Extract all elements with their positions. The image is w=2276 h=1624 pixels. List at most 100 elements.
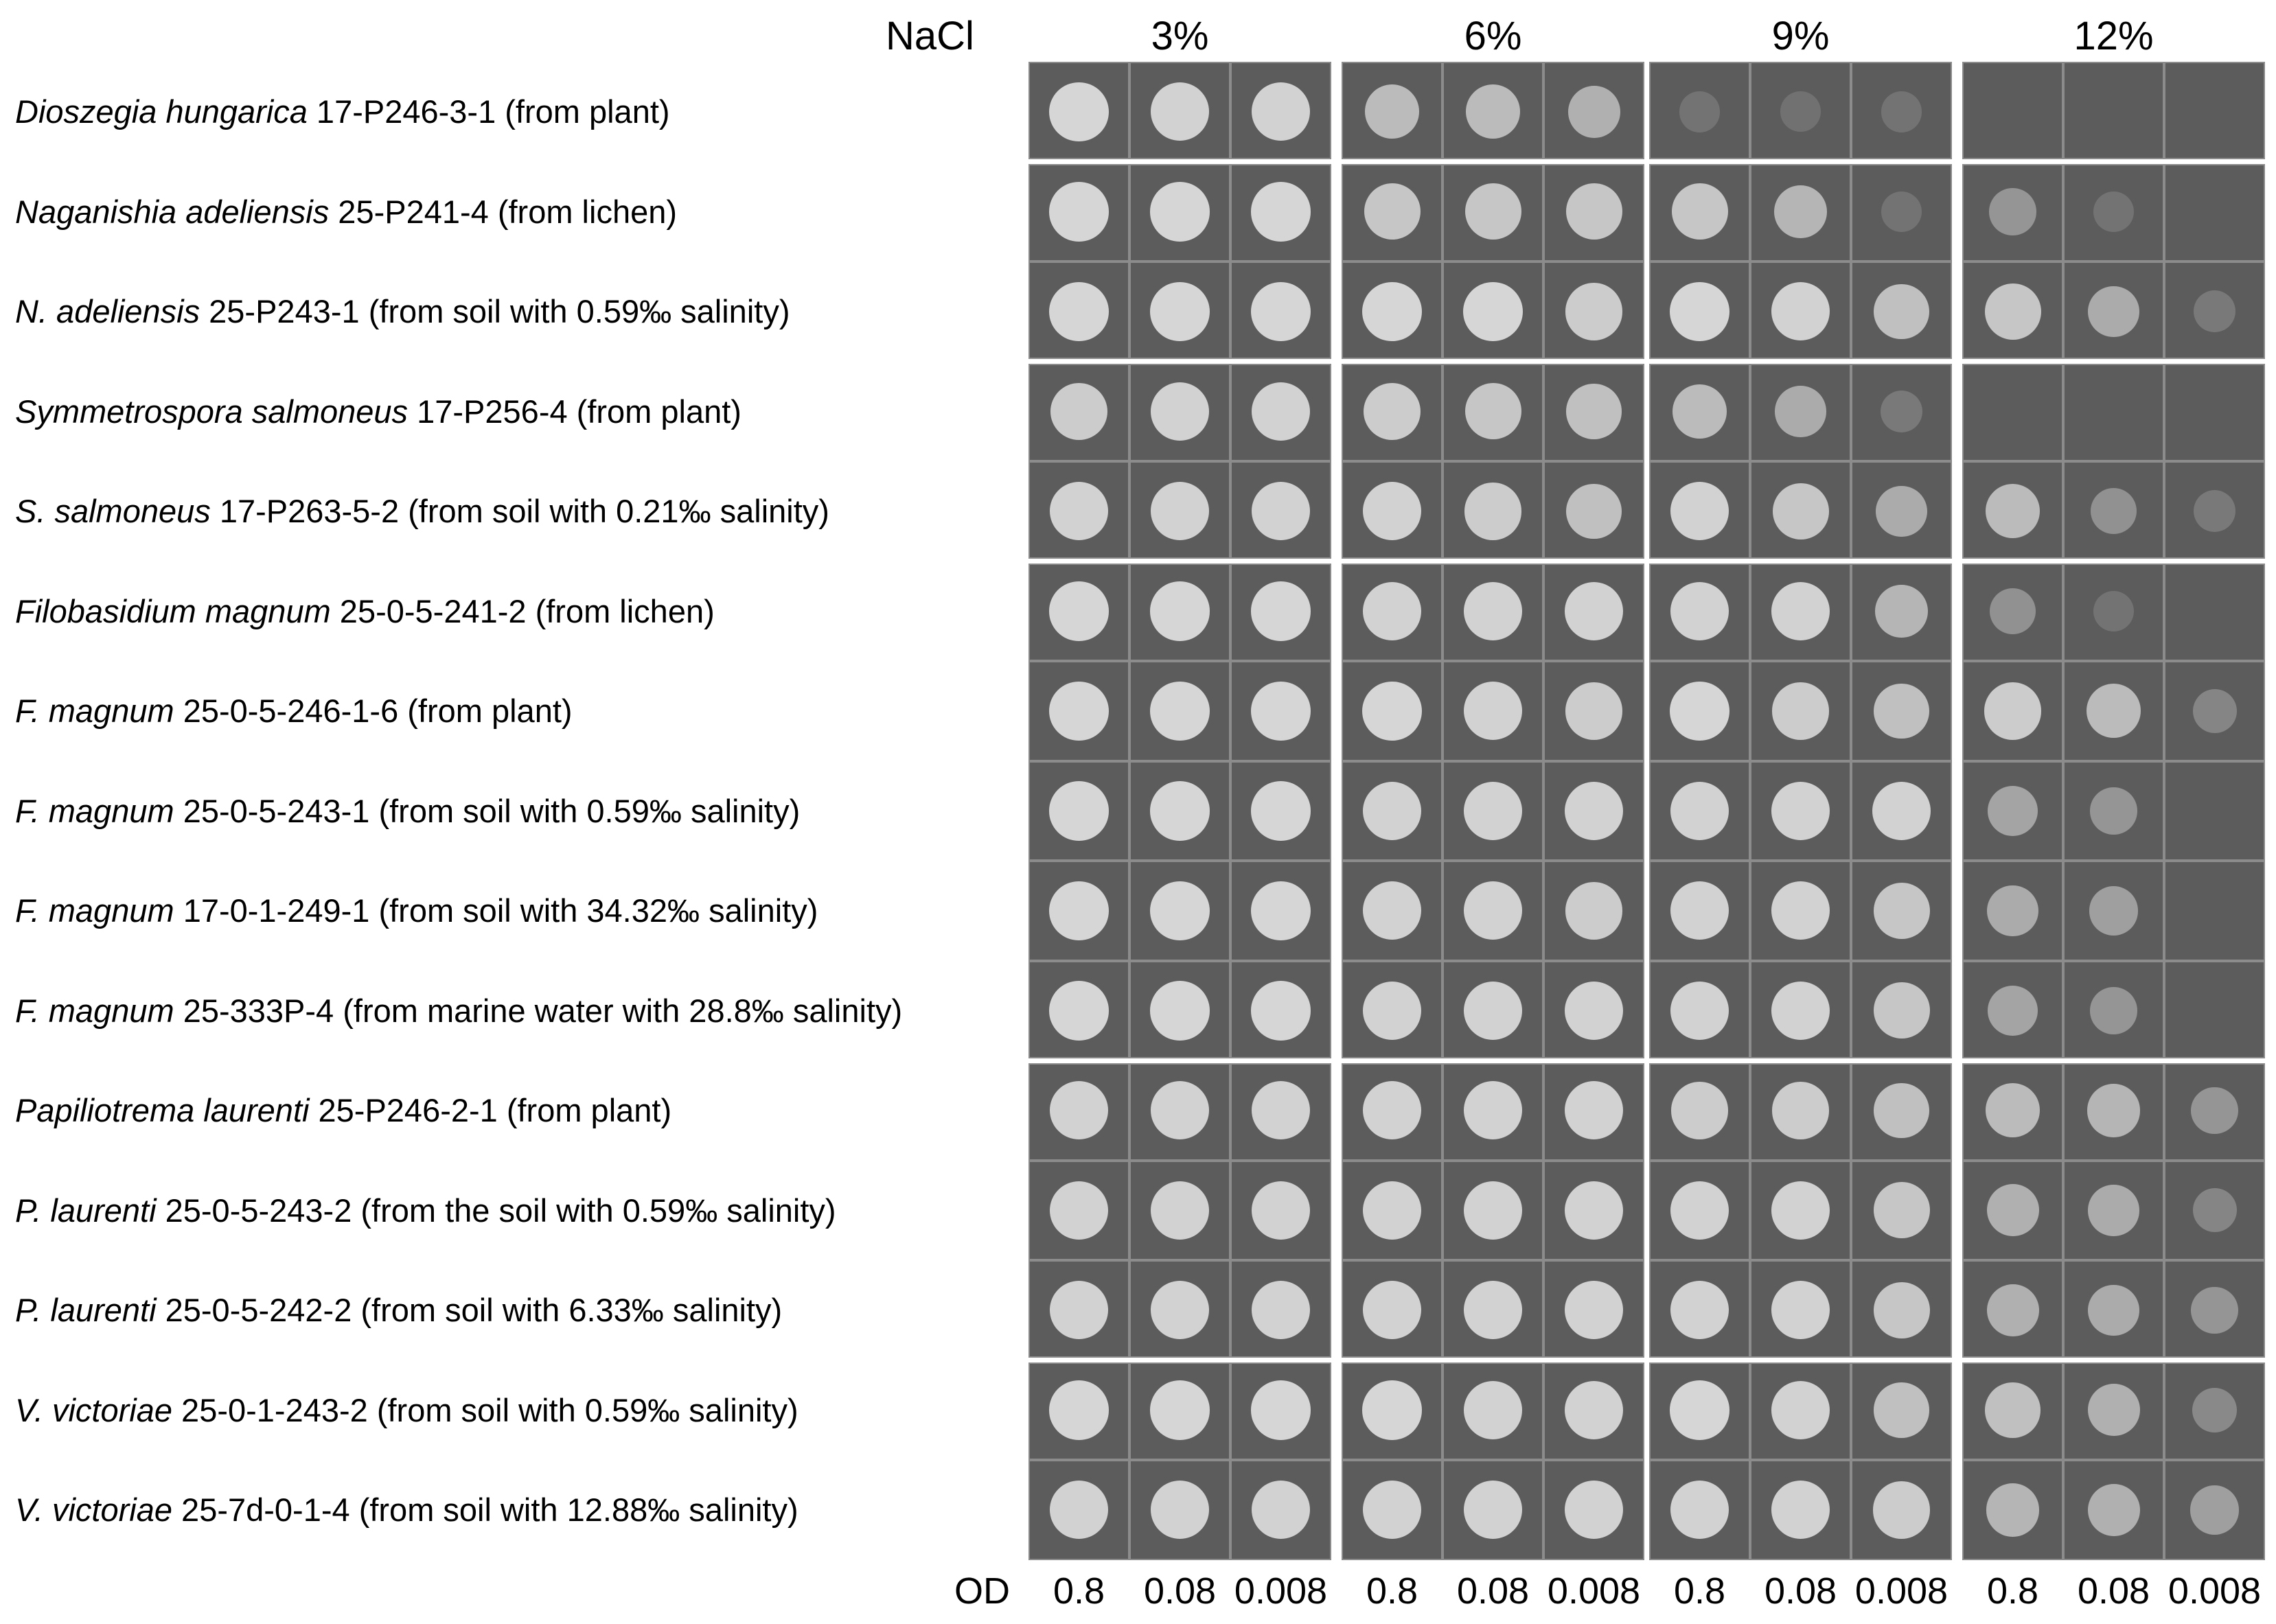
plate-cell: [1230, 62, 1331, 159]
plate-cell: [2063, 461, 2164, 559]
colony-spot: [2087, 684, 2141, 739]
colony-spot: [1565, 581, 1623, 640]
plate-cell: [1230, 960, 1331, 1058]
plate-cell: [1851, 62, 1952, 159]
od-value: 0.08: [1143, 1570, 1217, 1612]
plate-cell: [1962, 1362, 2063, 1460]
plate-cell: [1851, 1260, 1952, 1358]
plate-block: [1962, 62, 2265, 159]
colony-spot: [1363, 781, 1421, 840]
colony-spot: [1876, 485, 1927, 537]
plate-cell: [1342, 861, 1442, 961]
plate-cell: [1129, 62, 1230, 159]
colony-spot: [1986, 1184, 2039, 1237]
plate-cell: [1750, 164, 1851, 262]
colony-spot: [2087, 1483, 2140, 1536]
colony-spot: [2192, 1387, 2238, 1432]
plate-cell: [1230, 461, 1331, 559]
strain-species: Dioszegia hungarica: [15, 93, 308, 130]
strain-label: F. magnum 25-0-5-246-1-6 (from plant): [15, 677, 573, 745]
colony-spot: [1252, 1081, 1310, 1140]
colony-spot: [2089, 886, 2139, 936]
strain-label: S. salmoneus 17-P263-5-2 (from soil with…: [15, 477, 829, 546]
plate-cell: [1851, 861, 1952, 961]
colony-spot: [1049, 581, 1109, 641]
colony-spot: [1362, 1380, 1422, 1440]
plate-cell: [1543, 1460, 1644, 1560]
plate-cell: [1649, 1460, 1750, 1560]
strain-species: F. magnum: [15, 992, 174, 1029]
plate-cell: [1649, 62, 1750, 159]
strain-species: V. victoriae: [15, 1391, 172, 1428]
colony-spot: [1988, 985, 2038, 1036]
plate-cell: [1962, 861, 2063, 961]
colony-spot: [1873, 982, 1930, 1039]
plate-cell: [1230, 861, 1331, 961]
colony-spot: [1670, 281, 1729, 341]
plate-cell: [1543, 262, 1644, 359]
plate-cell: [1442, 761, 1543, 861]
plate-cell: [1649, 564, 1750, 661]
plate-cell: [1962, 364, 2063, 461]
plate-cell: [1543, 1362, 1644, 1460]
strain-species: S. salmoneus: [15, 493, 211, 530]
strain-details: 25-P243-1 (from soil with 0.59‰ salinity…: [200, 293, 790, 330]
colony-spot: [1150, 881, 1210, 940]
plate-cell: [2164, 1362, 2265, 1460]
plate-cell: [1543, 1160, 1644, 1260]
colony-spot: [1874, 584, 1929, 638]
plate-cell: [1649, 861, 1750, 961]
colony-spot: [1151, 1481, 1209, 1540]
colony-spot: [1771, 1380, 1830, 1439]
plate-cell: [1442, 461, 1543, 559]
plate-cell: [1342, 164, 1442, 262]
colony-spot: [1251, 1380, 1311, 1440]
plate-cell: [1543, 861, 1644, 961]
colony-spot: [1772, 483, 1829, 540]
od-value: 0.08: [1764, 1570, 1837, 1612]
plate-cell: [1028, 164, 1129, 262]
plate-cell: [1129, 960, 1230, 1058]
od-value: 0.8: [1986, 1570, 2039, 1612]
plate-cell: [1129, 164, 1230, 262]
plate-cell: [1028, 1460, 1129, 1560]
plate-cell: [2063, 1260, 2164, 1358]
colony-spot: [1874, 1382, 1929, 1438]
plate-cell: [2063, 1362, 2164, 1460]
spot-assay-panel: [1028, 62, 2271, 1565]
plate-block: [1649, 62, 1952, 159]
plate-cell: [1028, 661, 1129, 761]
plate-cell: [1962, 1160, 2063, 1260]
colony-spot: [1049, 82, 1109, 141]
colony-spot: [1771, 781, 1830, 840]
colony-spot: [1874, 1082, 1929, 1138]
plate-cell: [1342, 364, 1442, 461]
plate-cell: [1442, 564, 1543, 661]
plate-cell: [1028, 1063, 1129, 1161]
colony-spot: [1565, 781, 1623, 840]
plate-cell: [1129, 262, 1230, 359]
colony-spot: [2087, 1384, 2140, 1437]
plate-cell: [2164, 661, 2265, 761]
colony-spot: [1672, 384, 1727, 439]
plate-cell: [1543, 960, 1644, 1058]
colony-spot: [1252, 382, 1310, 441]
colony-spot: [1989, 188, 2036, 235]
strain-label: Dioszegia hungarica 17-P246-3-1 (from pl…: [15, 78, 670, 146]
plate-cell: [1028, 62, 1129, 159]
plate-cell: [2164, 461, 2265, 559]
colony-spot: [1565, 981, 1623, 1040]
colony-spot: [1251, 781, 1311, 841]
plate-cell: [2063, 1063, 2164, 1161]
od-value: 0.08: [1456, 1570, 1530, 1612]
colony-spot: [1873, 1182, 1930, 1239]
plate-cell: [2063, 262, 2164, 359]
colony-spot: [1150, 1380, 1210, 1440]
strain-label: Filobasidium magnum 25-0-5-241-2 (from l…: [15, 577, 715, 645]
colony-spot: [1464, 1181, 1522, 1240]
plate-cell: [1028, 564, 1129, 661]
colony-spot: [1986, 1483, 2040, 1537]
plate-cell: [1750, 761, 1851, 861]
colony-spot: [1151, 1281, 1209, 1340]
colony-spot: [2191, 1087, 2238, 1134]
